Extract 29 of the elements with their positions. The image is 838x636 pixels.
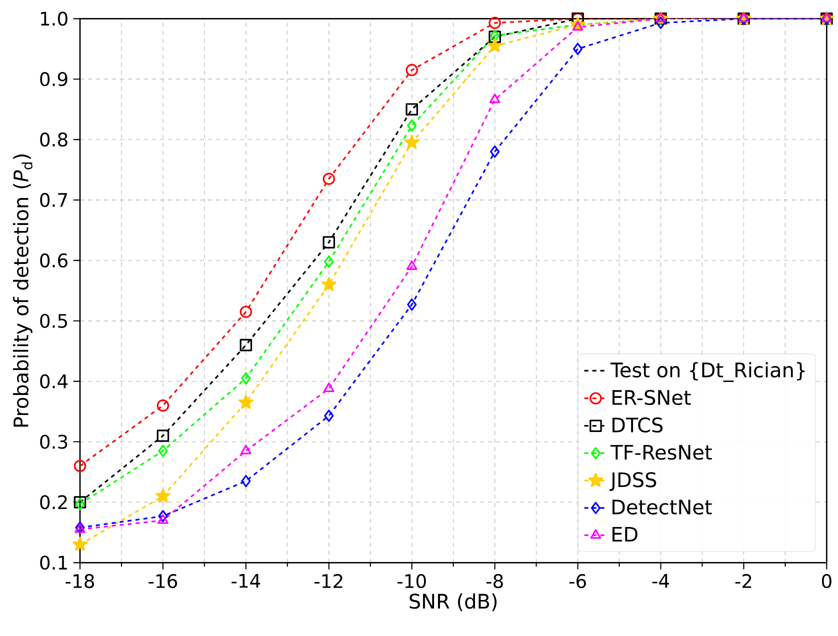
- legend-label: ED: [612, 526, 638, 542]
- y-tick-label: 1.0: [40, 12, 68, 26]
- x-tick-label: -8: [486, 574, 503, 588]
- x-axis-title: SNR (dB): [410, 593, 497, 612]
- y-tick-label: 0.6: [40, 253, 68, 268]
- legend-title: Test on {Dt_Rician}: [610, 362, 805, 382]
- x-tick-label: -2: [735, 574, 752, 588]
- y-tick-label: 0.9: [40, 72, 68, 86]
- x-tick-label: -12: [314, 574, 342, 588]
- y-tick-label: 0.2: [40, 495, 67, 510]
- x-tick-label: -14: [232, 574, 260, 588]
- legend-label: DetectNet: [612, 500, 712, 515]
- x-tick-label: 0: [822, 574, 832, 588]
- legend-label: ER-SNet: [612, 390, 691, 406]
- x-tick-label: -4: [652, 574, 670, 588]
- x-tick-label: -10: [398, 574, 426, 588]
- legend-label: TF-ResNet: [610, 444, 712, 460]
- y-tick-label: 0.1: [40, 556, 67, 570]
- x-tick-label: -18: [66, 574, 94, 588]
- y-tick-label: 0.3: [40, 434, 68, 449]
- y-tick-label: 0.8: [40, 132, 68, 147]
- y-tick-label: 0.5: [40, 314, 67, 328]
- x-tick-label: -6: [569, 574, 586, 588]
- x-tick-label: -16: [148, 574, 178, 588]
- y-tick-label: 0.7: [40, 192, 68, 208]
- y-axis-title: Probability of detection (P$_{d}$): [13, 154, 32, 427]
- legend-label: JDSS: [610, 472, 656, 492]
- y-tick-label: 0.4: [40, 374, 68, 388]
- legend-label: DTCS: [612, 417, 663, 433]
